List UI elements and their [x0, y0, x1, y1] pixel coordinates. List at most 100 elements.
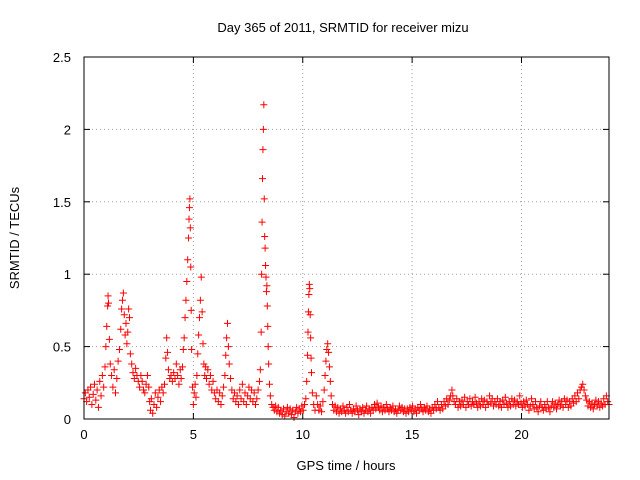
data-point [206, 372, 214, 380]
data-point [195, 331, 203, 339]
data-point [157, 398, 165, 406]
data-point [93, 386, 101, 394]
data-point [104, 292, 112, 300]
y-axis-tick-labels: 0 0.5 1 1.5 2 2.5 [53, 50, 71, 427]
data-point [153, 403, 161, 411]
data-point [113, 374, 121, 382]
data-point [326, 377, 334, 385]
data-point [120, 311, 128, 319]
data-point [546, 408, 554, 416]
data-point [501, 393, 509, 401]
y-tick-label: 0 [64, 412, 71, 427]
x-axis-tick-labels: 0 5 10 15 20 [80, 427, 528, 442]
grid-lines [84, 57, 609, 419]
data-point [154, 393, 162, 401]
data-point [253, 395, 261, 403]
data-point [316, 402, 324, 410]
data-point [191, 380, 199, 388]
data-point [266, 392, 274, 400]
data-point [193, 372, 201, 380]
data-point [416, 401, 424, 409]
data-point [181, 314, 189, 322]
data-point [104, 302, 112, 310]
data-point [263, 282, 271, 290]
x-tick-label: 10 [296, 427, 310, 442]
data-point [258, 218, 266, 226]
data-point [159, 389, 167, 397]
data-point [177, 374, 185, 382]
data-point [254, 386, 262, 394]
data-point [143, 372, 151, 380]
data-point [513, 398, 521, 406]
data-point [448, 386, 456, 394]
y-tick-label: 1.5 [53, 195, 71, 210]
data-point [123, 340, 131, 348]
data-point [164, 348, 172, 356]
data-point [323, 345, 331, 353]
data-point [346, 401, 354, 409]
data-point [258, 270, 266, 278]
data-point [205, 380, 213, 388]
data-point [483, 398, 491, 406]
data-point [579, 380, 587, 388]
data-point [461, 393, 469, 401]
data-point [145, 383, 153, 391]
x-axis-title: GPS time / hours [297, 458, 396, 473]
data-point [306, 311, 314, 319]
data-point [264, 322, 272, 330]
data-point [553, 405, 560, 413]
data-point [325, 348, 333, 356]
data-point [304, 308, 312, 316]
data-point [189, 401, 197, 409]
data-point [114, 357, 122, 365]
data-point [325, 363, 333, 371]
data-point [105, 335, 113, 343]
data-point [190, 389, 198, 397]
data-point [259, 125, 267, 133]
data-point [307, 334, 315, 342]
data-point [109, 383, 117, 391]
data-point [151, 389, 159, 397]
x-tick-label: 20 [514, 427, 528, 442]
data-point [393, 409, 401, 417]
y-tick-label: 1 [64, 267, 71, 282]
data-point [281, 412, 289, 420]
data-point [224, 343, 232, 351]
data-point [100, 383, 108, 391]
data-point [141, 389, 149, 397]
data-point [525, 406, 533, 414]
data-point [101, 363, 109, 371]
data-point [445, 396, 453, 404]
data-point [209, 377, 217, 385]
data-point [222, 351, 230, 359]
data-point [92, 396, 100, 404]
data-point [255, 377, 263, 385]
data-point [581, 392, 589, 400]
data-point [187, 306, 195, 314]
data-point [263, 302, 271, 310]
y-tick-label: 2 [64, 122, 71, 137]
data-point [320, 386, 328, 394]
data-point [252, 401, 259, 409]
data-point [604, 398, 612, 406]
chart-title: Day 365 of 2011, SRMTID for receiver miz… [217, 20, 468, 35]
data-point [132, 364, 140, 372]
data-point [178, 363, 186, 371]
data-point [125, 305, 133, 313]
data-point [170, 369, 178, 377]
data-point [87, 383, 95, 391]
data-point [198, 308, 206, 316]
data-point [122, 319, 130, 327]
data-point [185, 234, 193, 242]
data-point [301, 401, 308, 409]
data-point [234, 401, 242, 409]
data-point [162, 354, 170, 362]
data-point [575, 395, 583, 403]
data-point [373, 399, 381, 407]
data-point [308, 389, 316, 397]
data-point [220, 383, 228, 391]
data-point [262, 273, 270, 281]
data-point [200, 360, 208, 368]
data-point [204, 366, 212, 374]
data-point [259, 146, 267, 154]
